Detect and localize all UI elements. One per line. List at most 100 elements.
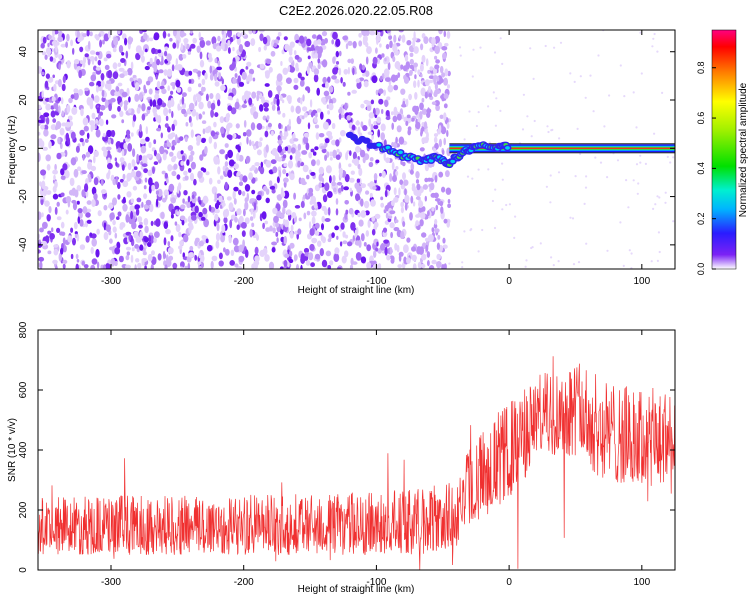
heatmap-noise-cell [190,161,196,170]
heatmap-noise-cell [179,136,184,142]
heatmap-noise-cell [171,145,175,151]
heatmap-noise-cell [335,38,341,47]
heatmap-noise-cell [138,92,143,101]
heatmap-noise-cell [163,107,169,116]
heatmap-noise-cell [150,263,154,269]
heatmap-noise-cell [126,129,131,136]
heatmap-noise-cell [396,125,402,133]
heatmap-noise-cell [42,188,48,197]
heatmap-noise-cell [319,248,324,257]
heatmap-noise-cell [249,216,254,221]
heatmap-noise-cell [424,177,429,183]
heatmap-noise-cell [130,254,134,263]
heatmap-noise-cell [359,63,363,71]
heatmap-noise-cell [270,130,274,137]
heatmap-noise-cell [315,132,320,140]
heatmap-noise-cell [268,180,273,187]
heatmap-noise-cell [38,256,45,262]
heatmap-noise-cell [250,122,256,131]
heatmap-noise-cell [226,122,233,129]
heatmap-noise-cell [286,209,292,216]
heatmap-noise-cell [249,198,256,202]
heatmap-noise-cell [117,96,122,103]
heatmap-noise-cell [163,69,168,76]
heatmap-noise-cell [100,73,105,81]
heatmap-noise-cell [117,211,122,217]
heatmap-faint-cell [651,45,654,48]
heatmap-noise-cell [164,50,168,57]
heatmap-noise-cell [167,85,170,92]
heatmap-noise-cell [238,81,245,87]
heatmap-noise-cell [407,129,412,136]
heatmap-faint-cell [545,185,549,188]
heatmap-noise-cell [117,194,121,200]
heatmap-noise-cell [143,185,147,190]
heatmap-noise-cell [380,132,386,141]
heatmap-noise-cell [125,50,129,59]
heatmap-noise-cell [246,91,252,96]
heatmap-noise-cell [397,264,403,269]
heatmap-noise-cell [42,221,48,229]
heatmap-faint-cell [640,72,643,75]
heatmap-noise-cell [277,145,283,153]
heatmap-noise-cell [91,199,96,208]
heatmap-noise-cell [344,174,350,183]
heatmap-noise-cell [410,195,414,204]
heatmap-noise-cell [214,73,218,82]
heatmap-noise-cell [165,228,171,235]
heatmap-noise-cell [297,160,301,168]
heatmap-noise-cell [438,171,444,178]
heatmap-noise-cell [119,110,124,118]
heatmap-noise-cell [210,130,216,137]
heatmap-noise-cell [252,106,256,111]
heatmap-noise-cell [250,38,256,47]
heatmap-noise-cell [162,152,167,161]
heatmap-noise-cell [435,59,440,64]
heatmap-noise-cell [254,162,260,167]
heatmap-noise-cell [287,160,294,169]
heatmap-noise-cell [57,79,62,88]
heatmap-noise-cell [221,202,226,207]
heatmap-noise-cell [431,37,436,46]
heatmap-noise-cell [39,261,43,269]
heatmap-noise-cell [95,248,100,258]
heatmap-noise-cell [151,47,156,55]
heatmap-noise-cell [70,253,74,260]
heatmap-noise-cell [284,219,290,228]
heatmap-noise-cell [232,190,236,200]
heatmap-faint-cell [481,228,484,232]
heatmap-noise-cell [371,228,376,236]
heatmap-noise-cell [420,73,423,78]
heatmap-noise-cell [276,212,283,218]
heatmap-noise-cell [234,73,238,78]
heatmap-noise-cell [60,247,64,255]
heatmap-faint-cell [499,37,502,40]
colorbar-label: Normalized spectral amplitude [738,82,749,217]
heatmap-noise-cell [240,31,247,37]
heatmap-noise-cell [89,232,93,237]
heatmap-noise-cell [338,167,344,176]
colorbar-tick-label: 0.0 [696,263,706,276]
heatmap-noise-cell [160,211,165,220]
heatmap-noise-cell [434,228,440,233]
heatmap-noise-cell [377,263,382,269]
snr-xtick-label: -200 [234,577,254,588]
heatmap-noise-cell [275,222,279,228]
heatmap-noise-cell [148,177,153,186]
heatmap-noise-cell [317,46,323,54]
heatmap-noise-cell [201,120,207,124]
heatmap-noise-cell [316,87,321,96]
heatmap-noise-cell [104,99,109,108]
heatmap-noise-cell [144,48,148,53]
heatmap-noise-cell [334,225,339,231]
heatmap-faint-cell [622,264,625,267]
heatmap-noise-cell [190,121,193,128]
heatmap-faint-cell [471,177,474,180]
heatmap-noise-cell [102,264,106,269]
heatmap-noise-cell [79,46,84,53]
heatmap-faint-cell [501,208,504,211]
heatmap-noise-cell [403,76,410,84]
heatmap-noise-cell [265,144,269,153]
heatmap-noise-cell [375,247,379,252]
heatmap-noise-cell [150,235,154,244]
